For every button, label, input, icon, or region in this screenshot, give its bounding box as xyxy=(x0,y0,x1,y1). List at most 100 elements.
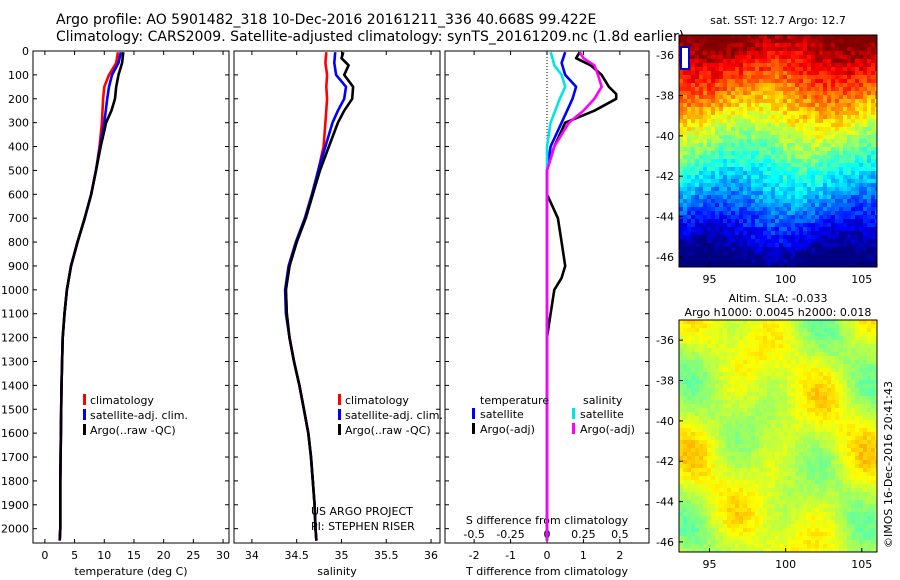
map-cell xyxy=(843,195,848,200)
map-cell xyxy=(823,215,828,220)
map-cell xyxy=(839,147,844,152)
map-cell xyxy=(839,432,844,437)
map-cell xyxy=(863,139,868,144)
map-cell xyxy=(875,115,877,120)
map-cell xyxy=(811,392,816,397)
map-cell xyxy=(751,99,756,104)
map-cell xyxy=(687,255,692,260)
map-cell xyxy=(847,115,852,120)
map-cell xyxy=(799,219,804,224)
map-cell xyxy=(847,207,852,212)
map-cell xyxy=(807,123,812,128)
map-cell xyxy=(687,448,692,453)
map-cell xyxy=(711,380,716,385)
map-cell xyxy=(731,239,736,244)
map-cell xyxy=(771,99,776,104)
map-cell xyxy=(831,436,836,441)
panel-frame xyxy=(233,50,441,544)
map-cell xyxy=(859,71,864,76)
map-cell xyxy=(735,99,740,104)
map-cell xyxy=(743,123,748,128)
map-cell xyxy=(699,227,704,232)
map-cell xyxy=(791,47,796,52)
map-cell xyxy=(719,428,724,433)
map-cell xyxy=(687,147,692,152)
map-cell xyxy=(695,263,700,267)
map-cell xyxy=(711,340,716,345)
map-cell xyxy=(699,372,704,377)
map-cell xyxy=(799,35,804,40)
map-cell xyxy=(791,356,796,361)
map-cell xyxy=(875,255,877,260)
y-tick-label: 800 xyxy=(8,236,29,249)
map-cell xyxy=(819,135,824,140)
map-cell xyxy=(807,215,812,220)
map-cell xyxy=(739,348,744,353)
map-cell xyxy=(807,179,812,184)
map-cell xyxy=(695,115,700,120)
map-cell xyxy=(771,147,776,152)
map-cell xyxy=(735,255,740,260)
map-cell xyxy=(695,79,700,84)
map-cell xyxy=(711,183,716,188)
map-cell xyxy=(771,103,776,108)
map-cell xyxy=(755,380,760,385)
map-cell xyxy=(739,79,744,84)
map-cell xyxy=(679,115,684,120)
map-cell xyxy=(803,99,808,104)
map-cell xyxy=(751,344,756,349)
map-cell xyxy=(855,163,860,168)
map-cell xyxy=(731,63,736,68)
map-cell xyxy=(759,372,764,377)
map-cell xyxy=(703,348,708,353)
map-cell xyxy=(795,223,800,228)
map-cell xyxy=(803,131,808,136)
map-cell xyxy=(791,332,796,337)
map-cell xyxy=(687,115,692,120)
map-cell xyxy=(875,444,877,449)
map-cell xyxy=(731,448,736,453)
map-cell xyxy=(723,35,728,40)
map-cell xyxy=(835,195,840,200)
map-cell xyxy=(691,95,696,100)
map-cell xyxy=(779,135,784,140)
map-cell xyxy=(867,55,872,60)
map-cell xyxy=(679,131,684,136)
map-cell xyxy=(843,143,848,148)
map-cell xyxy=(727,247,732,252)
map-cell xyxy=(751,119,756,124)
map-cell xyxy=(743,428,748,433)
map-cell xyxy=(871,436,876,441)
map-cell xyxy=(831,203,836,208)
map-cell xyxy=(739,239,744,244)
map-cell xyxy=(775,75,780,80)
map-cell xyxy=(699,243,704,248)
map-cell xyxy=(823,95,828,100)
map-cell xyxy=(863,207,868,212)
map-cell xyxy=(787,131,792,136)
map-cell xyxy=(795,384,800,389)
map-cell xyxy=(795,332,800,337)
map-cell xyxy=(779,147,784,152)
map-cell xyxy=(719,119,724,124)
map-cell xyxy=(723,47,728,52)
map-cell xyxy=(867,440,872,445)
map-cell xyxy=(711,163,716,168)
map-cell xyxy=(755,111,760,116)
map-cell xyxy=(871,75,876,80)
map-cell xyxy=(851,376,856,381)
map-cell xyxy=(695,255,700,260)
map-cell xyxy=(739,127,744,132)
map-cell xyxy=(855,368,860,373)
map-cell xyxy=(831,460,836,465)
map-cell xyxy=(759,348,764,353)
map-cell xyxy=(727,39,732,44)
map-cell xyxy=(775,183,780,188)
map-cell xyxy=(803,143,808,148)
map-cell xyxy=(875,368,877,373)
map-cell xyxy=(783,163,788,168)
map-cell xyxy=(691,348,696,353)
map-cell xyxy=(691,336,696,341)
map-cell xyxy=(703,444,708,449)
map-cell xyxy=(715,340,720,345)
